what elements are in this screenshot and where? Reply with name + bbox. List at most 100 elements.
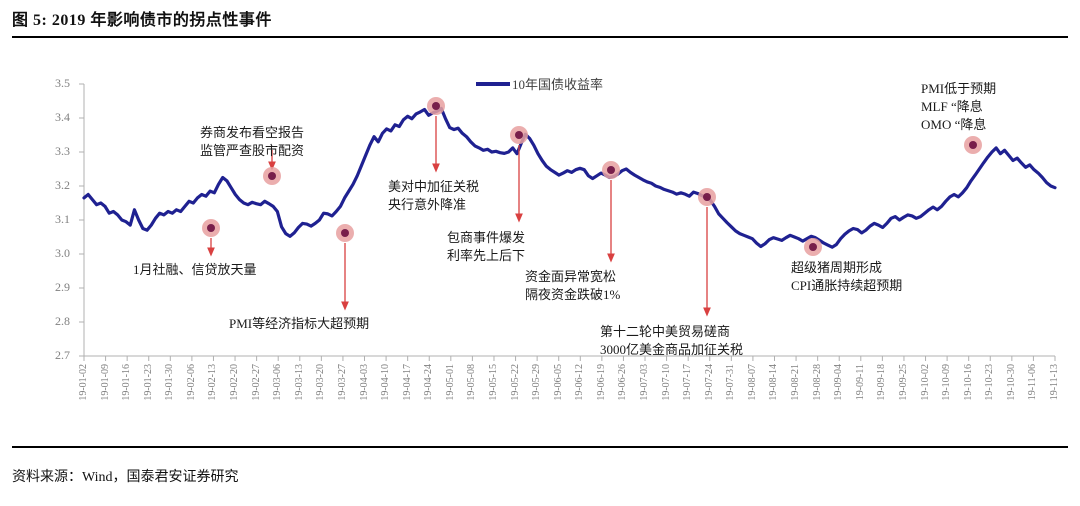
x-axis-tick-label: 19-01-30 (164, 364, 176, 401)
annotation-line: 美对中加征关税 (388, 179, 480, 194)
annotation-line: OMO “降息 (921, 117, 987, 132)
event-marker-core (515, 131, 523, 139)
annotation-line: PMI低于预期 (921, 81, 997, 96)
y-axis-tick-label: 2.8 (55, 314, 70, 328)
event-marker-core (432, 102, 440, 110)
x-axis-tick-label: 19-05-08 (466, 364, 478, 401)
x-axis-tick-label: 19-08-07 (746, 364, 758, 401)
x-axis-tick-label: 19-06-12 (574, 364, 586, 401)
event-marker-core (268, 172, 276, 180)
x-axis-tick-label: 19-02-20 (229, 364, 241, 401)
x-axis-tick-label: 19-11-13 (1049, 364, 1060, 401)
annotation-loose-liquidity: 资金面异常宽松 隔夜资金跌破1% (525, 268, 620, 304)
x-axis-tick-label: 19-06-26 (617, 364, 629, 401)
annotation-line: 3000亿美金商品加征关税 (600, 342, 744, 357)
x-axis-tick-label: 19-08-21 (790, 364, 802, 401)
x-axis-tick-label: 19-07-31 (725, 364, 737, 401)
x-axis-tick-label: 19-06-05 (552, 364, 564, 401)
x-axis-tick-label: 19-02-06 (185, 364, 197, 401)
y-axis-tick-label: 3.3 (55, 144, 70, 158)
chart-plot-area: 3.5 3.4 3.3 3.2 3.1 3.0 2.9 2.8 2.7 19-01-02 19-01… (0, 44, 1080, 444)
annotation-line: 第十二轮中美贸易磋商 (600, 324, 731, 339)
figure-title: 图 5: 2019 年影响债市的拐点性事件 (12, 12, 272, 29)
x-axis-tick-label: 19-10-23 (984, 364, 996, 401)
y-axis-tick-label: 3.5 (55, 76, 70, 90)
x-axis-tick-label: 19-09-11 (854, 364, 866, 401)
x-axis-tick-label: 19-05-01 (444, 364, 456, 401)
chart-legend: 10年国债收益率 (476, 74, 603, 93)
x-axis-tick-label: 19-04-17 (401, 364, 413, 401)
x-axis-tick-label: 19-01-02 (78, 364, 89, 401)
annotation-line: 央行意外降准 (388, 197, 467, 212)
x-axis-tick-label: 19-04-03 (358, 364, 370, 401)
annotation-pig-cycle-cpi: 超级猪周期形成 CPI通胀持续超预期 (791, 259, 902, 295)
x-axis-tick-label: 19-02-13 (207, 364, 219, 401)
event-marker-core (969, 141, 977, 149)
bottom-rule (12, 446, 1068, 448)
x-axis-tick-label: 19-02-27 (250, 364, 262, 401)
top-rule (12, 36, 1068, 38)
x-axis-tick-label: 19-10-30 (1005, 364, 1017, 401)
annotation-line: MLF “降息 (921, 99, 983, 114)
x-axis-tick-label: 19-06-19 (595, 364, 607, 401)
annotation-jan-credit: 1月社融、信贷放天量 (133, 261, 257, 279)
x-axis-tick-label: 19-11-06 (1027, 364, 1039, 401)
annotation-line: 1月社融、信贷放天量 (133, 262, 257, 277)
annotation-line: CPI通胀持续超预期 (791, 278, 903, 293)
annotation-tariff-rrr-cut: 美对中加征关税 央行意外降准 (388, 178, 479, 214)
x-axis-tick-label: 19-09-04 (833, 364, 845, 401)
x-axis-tick-label: 19-05-29 (531, 364, 543, 401)
annotation-baoshang-event: 包商事件爆发 利率先上后下 (447, 229, 525, 265)
x-axis-tick-label: 19-01-23 (142, 364, 154, 401)
annotation-line: 利率先上后下 (447, 248, 526, 263)
source-note: 资料来源：Wind，国泰君安证券研究 (12, 470, 239, 485)
annotation-trade-talks-12: 第十二轮中美贸易磋商 3000亿美金商品加征关税 (600, 323, 743, 359)
event-marker-core (341, 229, 349, 237)
legend-label: 10年国债收益率 (512, 77, 604, 92)
x-axis-tick-label: 19-04-24 (423, 364, 435, 401)
x-axis-tick-label: 19-01-16 (121, 364, 133, 401)
x-axis-tick-label: 19-08-14 (768, 364, 780, 401)
x-axis-tick-label: 19-07-03 (639, 364, 651, 401)
annotation-broker-bearish: 券商发布看空报告 监管严查股市配资 (200, 124, 304, 160)
y-axis-tick-label: 2.9 (55, 280, 70, 294)
x-axis-tick-label: 19-09-25 (897, 364, 909, 401)
x-axis-tick-label: 19-08-28 (811, 364, 823, 401)
annotation-line: 包商事件爆发 (447, 230, 526, 245)
x-axis-tick-label: 19-01-09 (99, 364, 111, 401)
yield-curve-chart (79, 83, 1057, 361)
annotation-line: 资金面异常宽松 (525, 269, 617, 284)
annotation-line: 超级猪周期形成 (791, 260, 883, 275)
x-axis-tick-label: 19-10-09 (941, 364, 953, 401)
event-marker-core (607, 166, 615, 174)
legend-line-swatch (476, 81, 510, 86)
y-axis-tick-label: 2.7 (55, 348, 70, 362)
x-axis-tick-label: 19-05-22 (509, 364, 521, 401)
yield-line (82, 106, 1057, 249)
x-axis-tick-label: 19-10-02 (919, 364, 931, 401)
annotation-line: PMI等经济指标大超预期 (229, 316, 370, 331)
annotation-line: 隔夜资金跌破1% (525, 287, 621, 302)
x-axis-tick-label: 19-03-20 (315, 364, 327, 401)
x-axis-tick-label: 19-03-27 (336, 364, 348, 401)
annotation-line: 券商发布看空报告 (200, 125, 305, 140)
annotation-pmi-miss-cuts: PMI低于预期 MLF “降息 OMO “降息 (921, 80, 996, 134)
y-axis-tick-label: 3.2 (55, 178, 70, 192)
y-axis-tick-label: 3.4 (55, 110, 70, 124)
x-axis-tick-label: 19-03-13 (293, 364, 305, 401)
x-axis-tick-label: 19-03-06 (272, 364, 284, 401)
event-marker-core (703, 193, 711, 201)
y-axis-tick-label: 3.0 (55, 246, 70, 260)
annotation-line: 监管严查股市配资 (200, 143, 305, 158)
x-axis-tick-label: 19-07-24 (703, 364, 715, 401)
x-axis-tick-label: 19-04-10 (380, 364, 392, 401)
x-axis-tick-label: 19-09-18 (876, 364, 888, 401)
event-marker-core (207, 224, 215, 232)
y-axis-tick-label: 3.1 (55, 212, 70, 226)
x-axis-tick-label: 19-05-15 (487, 364, 499, 401)
x-axis-tick-label: 19-07-17 (682, 364, 694, 401)
x-axis-tick-label: 19-10-16 (962, 364, 974, 401)
event-marker-core (809, 243, 817, 251)
annotation-pmi-beat: PMI等经济指标大超预期 (229, 315, 369, 333)
